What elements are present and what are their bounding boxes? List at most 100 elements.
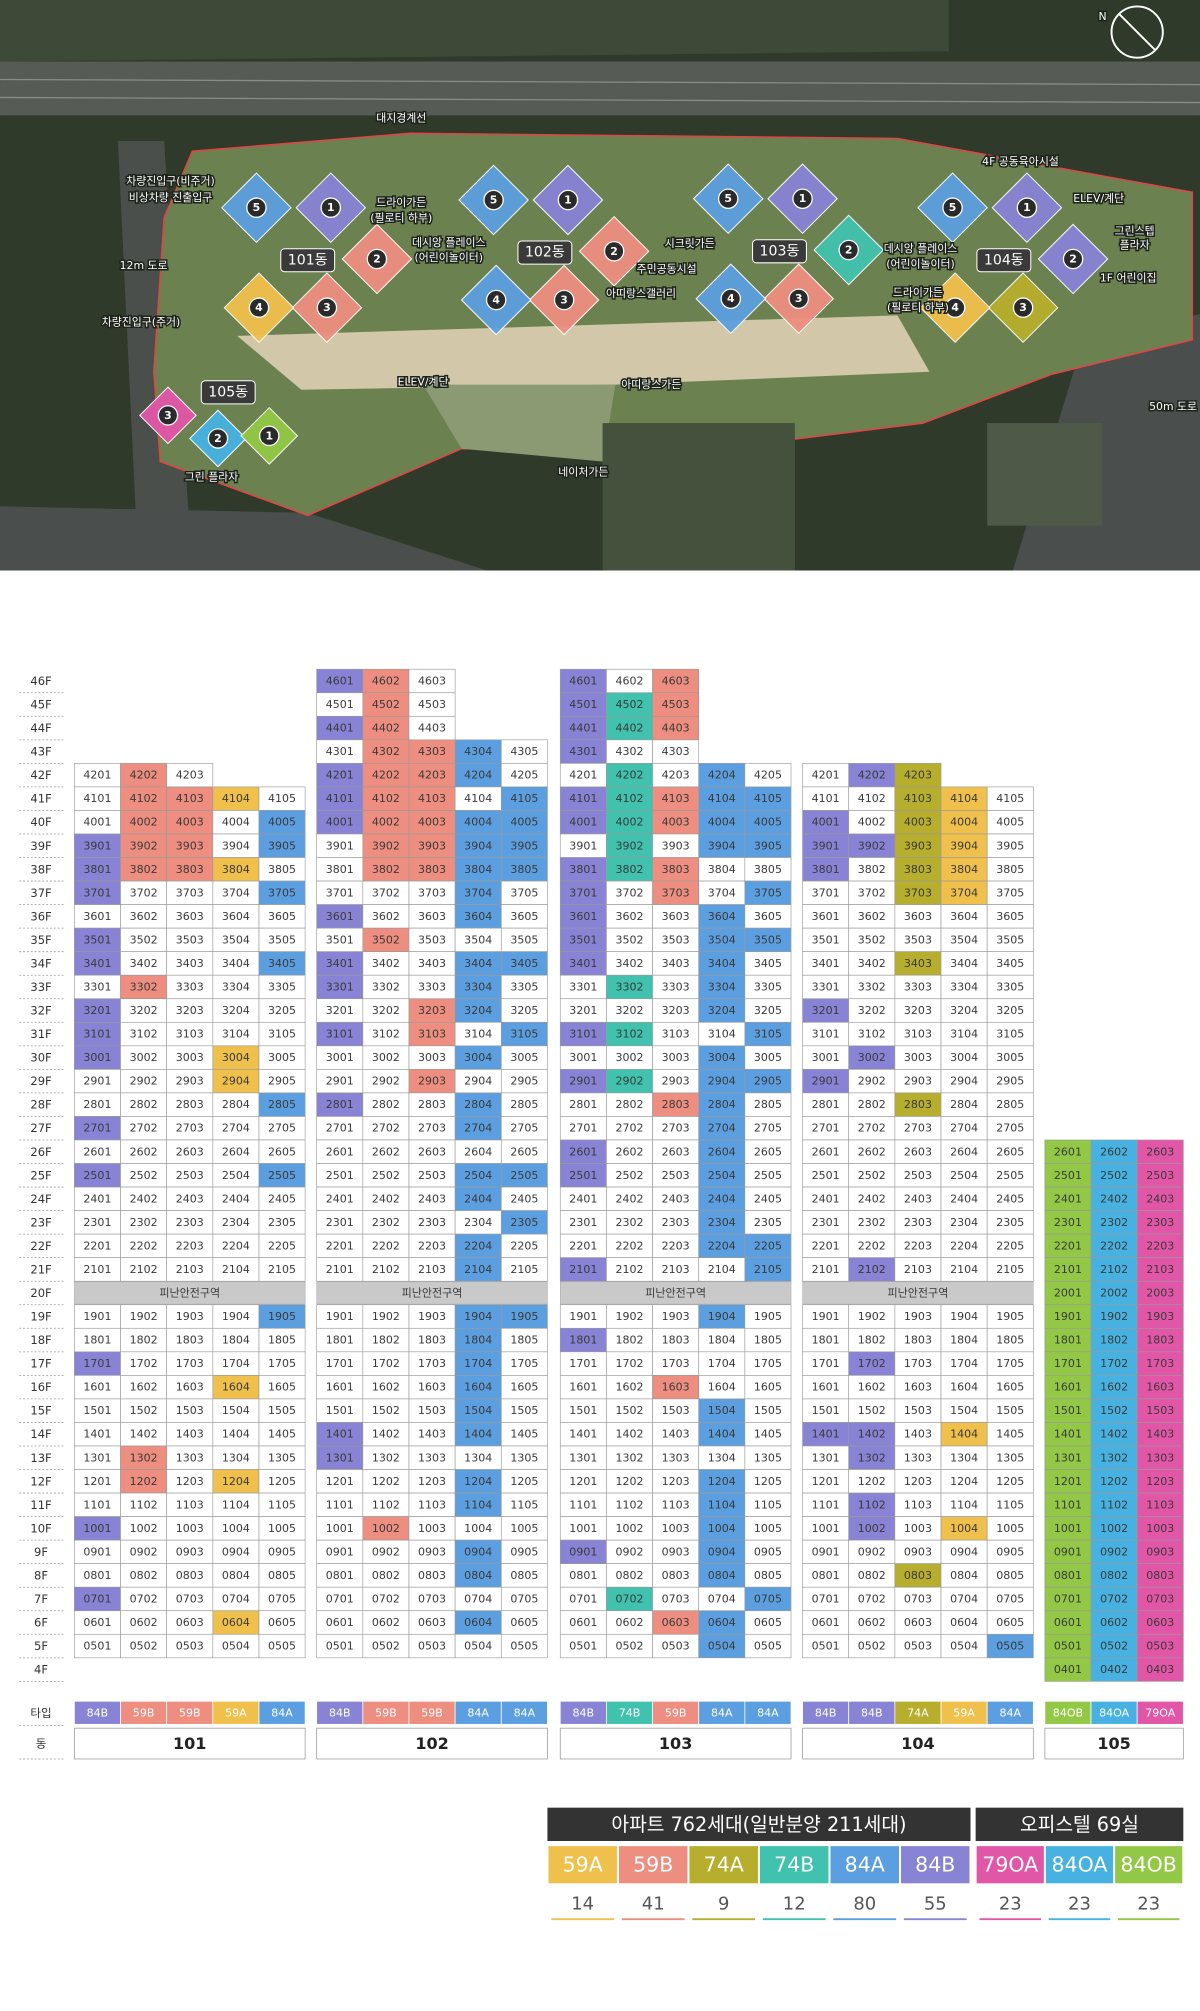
unit-number: 2503 [904,1169,932,1182]
unit-number: 1202 [858,1475,886,1488]
unit-number: 1404 [708,1428,736,1441]
map-label: 아띠랑스가든 [621,378,681,391]
unit-number: 3205 [754,1004,782,1017]
legend-type: 59B [633,1853,673,1877]
unit-number: 1801 [83,1334,111,1347]
map-label: 플라자 [1120,238,1150,251]
unit-number: 0805 [996,1569,1024,1582]
map-label: 4F 공동육아시설 [982,155,1059,168]
unit-number: 4104 [950,792,978,805]
unit-number: 1804 [708,1334,736,1347]
unit-number: 3002 [372,1051,400,1064]
unit-number: 2502 [1100,1169,1128,1182]
unit-number: 1502 [858,1404,886,1417]
unit-number: 2801 [83,1098,111,1111]
unit-number: 1004 [222,1522,250,1535]
unit-number: 4103 [904,792,932,805]
type-cell [500,1700,548,1725]
unit-number: 4304 [464,745,492,758]
wing-badge [1062,248,1084,270]
unit-number: 4302 [372,745,400,758]
unit-number: 1102 [1100,1498,1128,1511]
unit-number: 0805 [754,1569,782,1582]
unit-number: 3405 [510,957,538,970]
unit-number: 3003 [904,1051,932,1064]
sale-unit-cell [744,1257,792,1282]
floor-label: 24F [30,1192,51,1206]
unit-number: 2304 [950,1216,978,1229]
unit-number: 2703 [662,1122,690,1135]
unit-number: 0505 [510,1640,538,1653]
unit-number: 4301 [569,745,597,758]
unit-number: 2405 [996,1192,1024,1205]
unit-number: 3403 [904,957,932,970]
building-number: 102 [415,1734,448,1753]
unit-number: 0804 [464,1569,492,1582]
unit-number: 2801 [326,1098,354,1111]
unit-number: 3103 [662,1028,690,1041]
unit-number: 0604 [950,1616,978,1629]
unit-number: 1501 [812,1404,840,1417]
floor-label: 23F [30,1215,51,1229]
unit-number: 2703 [904,1122,932,1135]
unit-number: 3305 [510,980,538,993]
unit-number: 3604 [950,910,978,923]
unit-number: 0401 [1054,1663,1082,1676]
floor-label: 41F [30,792,51,806]
unit-number: 1603 [662,1381,690,1394]
unit-number: 1802 [372,1334,400,1347]
unit-number: 3603 [662,910,690,923]
type-name: 59A [953,1706,975,1719]
unit-number: 1203 [1146,1475,1174,1488]
unit-number: 2705 [996,1122,1024,1135]
unit-number: 1303 [904,1451,932,1464]
unit-number: 2205 [996,1239,1024,1252]
unit-number: 3504 [708,933,736,946]
unit-number: 1703 [418,1357,446,1370]
unit-number: 4202 [858,769,886,782]
unit-number: 1905 [510,1310,538,1323]
building-number: 103 [659,1734,692,1753]
unit-number: 3601 [83,910,111,923]
unit-number: 1903 [662,1310,690,1323]
unit-number: 0904 [222,1545,250,1558]
unit-number: 1105 [268,1498,296,1511]
unit-number: 1902 [858,1310,886,1323]
unit-number: 2101 [83,1263,111,1276]
unit-number: 1401 [569,1428,597,1441]
unit-number: 0902 [615,1545,643,1558]
unit-number: 2605 [754,1145,782,1158]
unit-number: 3205 [996,1004,1024,1017]
sale-unit-cell [1136,1657,1184,1682]
unit-number: 3202 [858,1004,886,1017]
unit-number: 0605 [268,1616,296,1629]
unit-number: 1704 [222,1357,250,1370]
map-label: (필로티 하부) [370,210,432,224]
unit-number: 3105 [996,1028,1024,1041]
building-cell [559,1727,792,1760]
unit-number: 4203 [904,769,932,782]
unit-number: 2302 [372,1216,400,1229]
floor-label: 38F [30,862,51,876]
unit-number: 1403 [176,1428,204,1441]
wing-number: 2 [845,243,853,256]
unit-number: 4201 [83,769,111,782]
unit-number: 0903 [418,1545,446,1558]
floor-label: 42F [30,768,51,782]
map-label: (어린이놀이터) [414,251,483,264]
unit-number: 2802 [858,1098,886,1111]
unit-number: 3804 [708,863,736,876]
unit-number: 0505 [268,1640,296,1653]
unit-number: 4002 [130,816,158,829]
unit-number: 1103 [904,1498,932,1511]
unit-number: 3503 [418,933,446,946]
unit-number: 1901 [326,1310,354,1323]
unit-number: 3203 [904,1004,932,1017]
unit-number: 2803 [418,1098,446,1111]
unit-number: 1504 [950,1404,978,1417]
unit-number: 3102 [130,1028,158,1041]
floor-label: 4F [34,1663,48,1677]
unit-number: 1003 [1146,1522,1174,1535]
unit-number: 2501 [1054,1169,1082,1182]
unit-number: 3104 [950,1028,978,1041]
